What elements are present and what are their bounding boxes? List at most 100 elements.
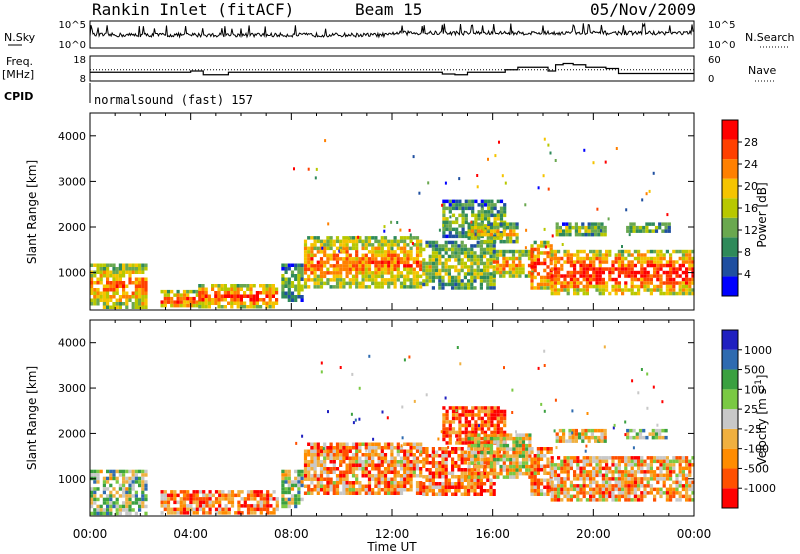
echo-cell [393,257,397,261]
echo-cell [377,442,381,446]
echo-cell [134,501,138,505]
echo-cell [473,279,477,283]
echo-cell [422,265,426,269]
echo-cell [377,253,381,258]
y-tick-label: 2000 [58,427,86,440]
echo-cell [323,442,327,446]
echo-cell [659,494,663,499]
echo-cell [144,284,148,288]
echo-cell [678,263,682,268]
echo-cell [419,267,423,272]
echo-cell [339,281,343,286]
echo-cell [471,220,475,225]
echo-cell [633,477,637,481]
echo-cell [540,261,544,266]
echo-cell [240,490,244,494]
echo-cell [223,305,227,309]
echo-cell [445,427,449,431]
echo-cell [499,270,503,275]
echo-cell [339,243,343,247]
echo-cell [173,493,177,498]
echo-cell [367,446,372,450]
echo-cell [339,470,343,474]
echo-cell [681,473,685,478]
echo-cell [563,249,567,254]
echo-cell [323,477,327,481]
echo-cell [230,284,234,288]
echo-cell [350,412,353,416]
echo-cell [653,274,657,278]
echo-cell [253,497,257,501]
echo-cell [393,281,397,286]
echo-cell [664,428,668,433]
echo-cell [595,456,599,460]
echo-cell [476,272,480,276]
echo-cell [669,463,673,467]
echo-cell [115,302,119,306]
echo-cell [653,487,657,492]
echo-cell [380,456,384,460]
echo-cell [393,274,397,279]
echo-cell [355,491,359,495]
echo-cell [553,288,557,292]
echo-cell [316,442,320,446]
echo-cell [259,493,263,498]
echo-cell [131,501,135,505]
echo-cell [487,203,491,207]
echo-cell [297,288,301,292]
echo-cell [431,457,435,461]
echo-cell [300,476,304,481]
echo-cell [90,291,94,295]
echo-cell [515,263,519,268]
echo-cell [271,305,275,309]
echo-cell [310,456,314,460]
echo-cell [438,492,442,496]
echo-cell [403,449,407,453]
echo-cell [332,239,336,244]
echo-cell [467,272,471,276]
echo-cell [112,263,116,267]
echo-cell [479,478,483,482]
echo-cell [471,206,475,211]
echo-cell [474,220,478,225]
echo-cell [496,450,500,455]
echo-cell [390,491,394,495]
echo-cell [646,463,650,467]
echo-cell [624,487,628,492]
echo-cell [665,470,669,474]
echo-cell [189,300,193,304]
echo-cell [463,282,467,287]
echo-cell [493,222,497,226]
echo-cell [236,284,240,288]
echo-cell [170,303,174,308]
echo-cell [489,254,493,259]
echo-cell [496,406,500,410]
echo-cell [678,466,682,471]
echo-cell [467,492,471,496]
echo-cell [621,263,625,268]
echo-cell [128,508,132,512]
echo-cell [390,250,394,254]
echo-cell [383,267,388,272]
echo-cell [681,484,685,488]
echo-cell [499,409,504,414]
echo-cell [409,257,413,261]
echo-cell [319,243,324,247]
echo-cell [533,254,537,259]
echo-cell [489,232,494,237]
echo-cell [170,507,174,512]
echo-cell [128,497,132,502]
echo-cell [144,469,148,474]
echo-cell [448,437,452,442]
echo-cell [364,470,368,474]
echo-cell [546,492,550,496]
echo-cell [678,288,682,292]
echo-cell [528,475,532,479]
echo-cell [329,239,333,244]
echo-cell [387,477,391,481]
echo-cell [380,250,384,254]
power-colorbar-label: Power [dB] [755,182,769,247]
echo-cell [638,225,643,230]
echo-cell [530,279,534,283]
